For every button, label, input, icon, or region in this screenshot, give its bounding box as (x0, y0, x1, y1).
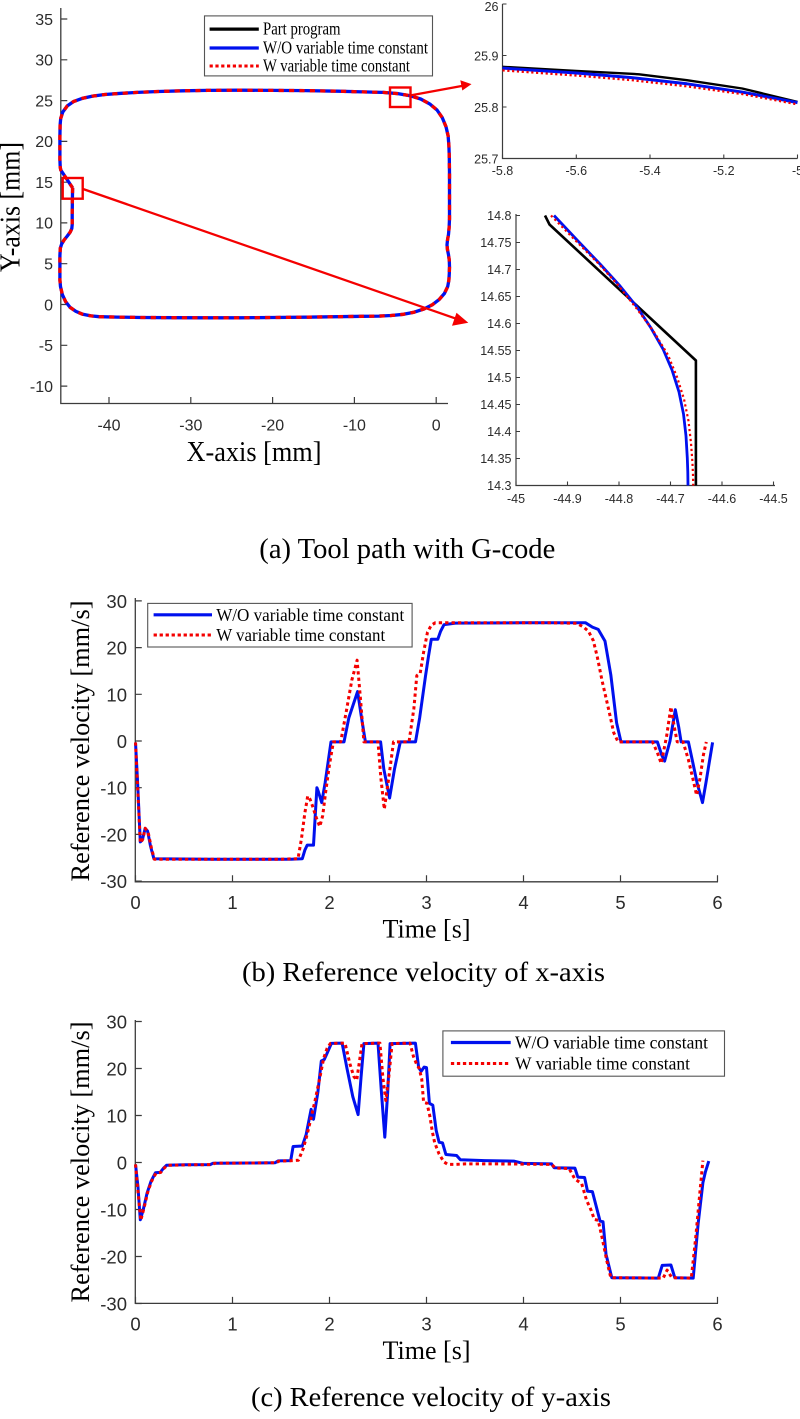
svg-text:14.45: 14.45 (480, 398, 511, 412)
svg-text:1: 1 (227, 892, 237, 913)
svg-text:-10: -10 (343, 418, 366, 435)
svg-text:14.4: 14.4 (487, 425, 511, 439)
svg-text:W variable time constant: W variable time constant (216, 625, 385, 645)
svg-text:-10: -10 (100, 1200, 127, 1221)
svg-text:10: 10 (35, 216, 53, 233)
svg-text:-20: -20 (100, 824, 127, 845)
svg-text:14.7: 14.7 (487, 263, 511, 277)
svg-text:-44.8: -44.8 (605, 492, 634, 506)
svg-text:35: 35 (35, 12, 53, 29)
svg-text:14.3: 14.3 (487, 479, 511, 493)
svg-text:-30: -30 (100, 1294, 127, 1315)
svg-text:-10: -10 (30, 379, 53, 396)
svg-text:X-axis [mm]: X-axis [mm] (187, 437, 322, 468)
svg-text:20: 20 (106, 1059, 127, 1080)
svg-text:-20: -20 (261, 418, 284, 435)
svg-text:30: 30 (35, 53, 53, 70)
svg-text:4: 4 (518, 1314, 528, 1335)
svg-text:0: 0 (130, 1314, 140, 1335)
svg-text:Time [s]: Time [s] (383, 1335, 471, 1365)
svg-text:14.55: 14.55 (480, 344, 511, 358)
svg-text:-30: -30 (100, 871, 127, 892)
svg-text:-5.4: -5.4 (639, 164, 661, 178)
svg-text:14.8: 14.8 (487, 209, 511, 223)
svg-text:-5.8: -5.8 (492, 164, 514, 178)
svg-text:15: 15 (35, 175, 53, 192)
svg-text:1: 1 (227, 1314, 237, 1335)
svg-text:-44.7: -44.7 (656, 492, 685, 506)
svg-text:30: 30 (106, 1012, 127, 1033)
svg-text:2: 2 (324, 892, 334, 913)
svg-text:2: 2 (324, 1314, 334, 1335)
svg-text:4: 4 (518, 892, 528, 913)
svg-text:-5: -5 (792, 164, 800, 178)
svg-text:W/O variable time constant: W/O variable time constant (515, 1033, 708, 1053)
svg-text:-44.9: -44.9 (553, 492, 582, 506)
svg-text:-5.2: -5.2 (713, 164, 735, 178)
svg-text:25.9: 25.9 (474, 49, 498, 63)
svg-text:-5: -5 (39, 338, 53, 355)
svg-text:30: 30 (106, 591, 127, 612)
svg-text:25.8: 25.8 (474, 101, 498, 115)
svg-text:14.65: 14.65 (480, 290, 511, 304)
svg-text:25.7: 25.7 (474, 152, 498, 166)
svg-text:10: 10 (106, 684, 127, 705)
svg-text:Reference velocity [mm/s]: Reference velocity [mm/s] (65, 1022, 95, 1303)
svg-text:-45: -45 (507, 492, 525, 506)
svg-text:-20: -20 (100, 1247, 127, 1268)
svg-text:26: 26 (485, 0, 499, 14)
svg-text:-10: -10 (100, 778, 127, 799)
svg-text:20: 20 (106, 638, 127, 659)
svg-text:-30: -30 (179, 418, 202, 435)
svg-text:W variable time constant: W variable time constant (263, 56, 410, 76)
svg-text:14.75: 14.75 (480, 236, 511, 250)
svg-text:14.35: 14.35 (480, 452, 511, 466)
svg-text:14.6: 14.6 (487, 317, 511, 331)
svg-text:W/O variable time constant: W/O variable time constant (263, 38, 428, 58)
svg-text:W variable time constant: W variable time constant (515, 1054, 690, 1074)
svg-text:Reference velocity [mm/s]: Reference velocity [mm/s] (65, 601, 95, 882)
svg-text:3: 3 (421, 892, 431, 913)
svg-text:(c) Reference velocity of y-ax: (c) Reference velocity of y-axis (251, 1382, 611, 1412)
svg-text:-5.6: -5.6 (566, 164, 588, 178)
svg-text:0: 0 (432, 418, 441, 435)
svg-text:5: 5 (615, 892, 625, 913)
svg-text:Part program: Part program (263, 19, 341, 39)
svg-text:-40: -40 (97, 418, 120, 435)
svg-text:25: 25 (35, 93, 53, 110)
svg-text:-44.6: -44.6 (708, 492, 737, 506)
svg-text:0: 0 (44, 297, 53, 314)
svg-text:0: 0 (117, 731, 127, 752)
svg-text:6: 6 (712, 892, 722, 913)
svg-text:14.5: 14.5 (487, 371, 511, 385)
svg-text:6: 6 (712, 1314, 722, 1335)
svg-text:20: 20 (35, 134, 53, 151)
svg-text:0: 0 (130, 892, 140, 913)
svg-text:Time [s]: Time [s] (383, 914, 471, 944)
svg-text:Y-axis [mm]: Y-axis [mm] (0, 142, 27, 272)
svg-text:(b) Reference velocity of x-ax: (b) Reference velocity of x-axis (242, 957, 605, 987)
svg-text:(a) Tool path with G-code: (a) Tool path with G-code (259, 534, 555, 565)
svg-text:0: 0 (117, 1153, 127, 1174)
svg-text:10: 10 (106, 1106, 127, 1127)
svg-text:3: 3 (421, 1314, 431, 1335)
svg-text:5: 5 (615, 1314, 625, 1335)
svg-text:-44.5: -44.5 (759, 492, 788, 506)
svg-text:W/O variable time constant: W/O variable time constant (216, 605, 404, 625)
svg-text:5: 5 (44, 257, 53, 274)
